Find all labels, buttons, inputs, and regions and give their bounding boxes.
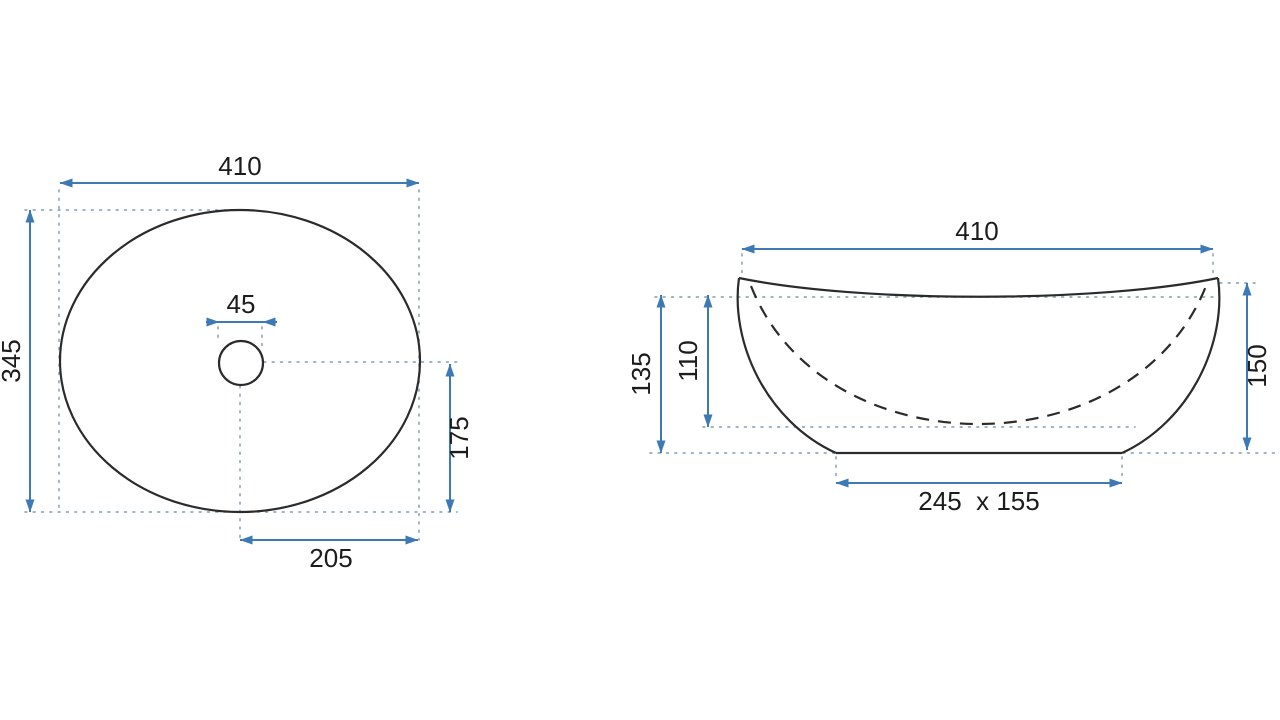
- dim-label-rim-to-base: 135: [626, 352, 656, 395]
- top-view: 410 345 45 175 205: [0, 151, 474, 573]
- dim-label-side-width: 410: [955, 216, 998, 246]
- side-view: 410 135 110 150 245 x 155: [626, 216, 1280, 516]
- right-wall: [1121, 277, 1221, 454]
- left-wall: [736, 277, 837, 455]
- dim-label-base-footprint: 245 x 155: [918, 486, 1039, 516]
- dim-label-bowl-depth: 110: [673, 340, 703, 381]
- dim-label-drain-diameter: 45: [227, 289, 256, 319]
- dim-label-top-depth: 345: [0, 339, 26, 382]
- rim-top-edge: [738, 276, 1219, 298]
- dim-label-drain-vertical: 175: [444, 416, 474, 459]
- drain-hole: [217, 339, 265, 387]
- dim-label-top-width: 410: [218, 151, 261, 181]
- dim-label-drain-horizontal: 205: [309, 543, 352, 573]
- dim-label-overall-height: 150: [1242, 344, 1272, 387]
- basin-rim-outline: [58, 208, 422, 514]
- inner-bowl-dashed: [749, 285, 1208, 425]
